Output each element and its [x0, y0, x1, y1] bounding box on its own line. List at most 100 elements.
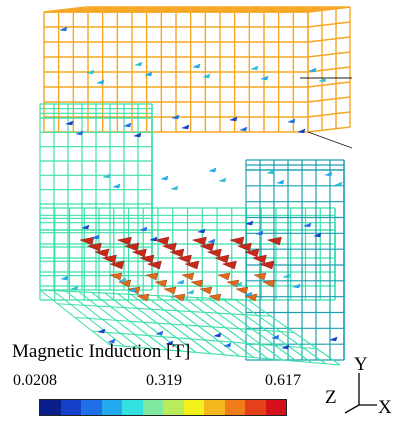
- mesh-line: [278, 6, 321, 13]
- mesh-line: [307, 6, 351, 13]
- mesh-line: [109, 344, 341, 366]
- flux-arrow-cool: [208, 167, 217, 173]
- flux-arrow-hot: [191, 236, 207, 246]
- flux-arrow-warm: [181, 272, 195, 281]
- flux-arrow-cool: [75, 130, 84, 136]
- mesh-line: [175, 6, 219, 13]
- flux-arrow-hot: [161, 242, 177, 252]
- x-axis-label: X: [378, 397, 392, 418]
- flux-arrow-warm: [208, 293, 222, 302]
- flux-arrow-hot: [251, 254, 267, 264]
- flux-vector-field: [59, 26, 343, 350]
- flux-arrow-cool: [266, 169, 275, 175]
- flux-arrow-cool: [65, 120, 74, 126]
- legend-tick-max: 0.617: [265, 372, 301, 389]
- mesh-line: [102, 6, 145, 13]
- flux-arrow-warm: [145, 272, 159, 281]
- flux-arrow-warm: [253, 272, 267, 281]
- mesh-line: [92, 330, 318, 350]
- flux-arrow-cool: [313, 232, 322, 238]
- flux-arrow-cool: [171, 114, 180, 120]
- mesh-line: [307, 111, 351, 118]
- mesh-line: [307, 81, 351, 88]
- flux-arrow-cool: [197, 228, 206, 234]
- colorbar-swatch: [183, 400, 204, 415]
- z-axis-label: Z: [325, 387, 337, 408]
- flux-arrow-cool: [118, 277, 127, 283]
- mesh-line: [161, 6, 204, 13]
- mesh-line: [117, 6, 160, 13]
- flux-arrow-cool: [181, 124, 190, 130]
- flux-arrow-cool: [297, 128, 306, 134]
- flux-arrow-cool: [329, 336, 338, 342]
- flux-arrow-hot: [236, 242, 252, 252]
- flux-arrow-cool: [218, 177, 227, 183]
- flux-arrow-cool: [282, 273, 291, 279]
- flux-arrow-cool: [144, 71, 153, 77]
- flux-arrow-cool: [139, 226, 148, 232]
- colorbar-swatch: [101, 400, 122, 415]
- flux-arrow-hot: [169, 248, 185, 258]
- flux-arrow-cool: [207, 238, 216, 244]
- mesh-line: [307, 51, 351, 58]
- flux-arrow-hot: [214, 254, 230, 264]
- flux-arrow-cool: [292, 283, 301, 289]
- mesh-line: [234, 6, 277, 13]
- flux-arrow-cool: [186, 289, 195, 295]
- armature-bar-mesh: [43, 6, 353, 149]
- flux-arrow-cool: [149, 236, 158, 242]
- flux-arrow-cool: [170, 185, 179, 191]
- mesh-line: [307, 36, 351, 43]
- colorbar-swatch: [142, 400, 163, 415]
- flux-arrow-warm: [109, 272, 123, 281]
- mesh-line: [205, 6, 248, 13]
- colorbar-swatch: [122, 400, 143, 415]
- flux-arrow-warm: [172, 293, 186, 302]
- mesh-line: [263, 6, 307, 13]
- flux-arrow-cool: [229, 116, 238, 122]
- flux-arrow-cool: [160, 175, 169, 181]
- flux-arrow-warm: [217, 272, 231, 281]
- colorbar-swatch: [81, 400, 102, 415]
- flux-arrow-hot: [221, 260, 237, 270]
- colorbar-swatch: [245, 400, 266, 415]
- flux-arrow-hot: [86, 242, 102, 252]
- y-axis-label: Y: [354, 354, 368, 375]
- flux-arrow-cool: [213, 332, 222, 338]
- flux-arrow-warm: [154, 279, 168, 288]
- flux-arrow-warm: [262, 279, 276, 288]
- flux-arrow-hot: [131, 248, 147, 258]
- mesh-line: [131, 6, 175, 13]
- flux-arrow-hot: [139, 254, 155, 264]
- flux-arrow-cool: [91, 234, 100, 240]
- flux-arrow-cool: [281, 344, 290, 350]
- flux-arrow-cool: [271, 334, 280, 340]
- flux-arrow-cool: [70, 285, 79, 291]
- flux-arrow-cool: [96, 79, 105, 85]
- flux-arrow-cool: [102, 173, 111, 179]
- flux-arrow-warm: [235, 286, 249, 295]
- flux-arrow-hot: [116, 236, 132, 246]
- flux-arrow-cool: [202, 73, 211, 79]
- legend-tick-mid: 0.319: [146, 372, 182, 389]
- mesh-line: [190, 6, 233, 13]
- mesh-line: [219, 6, 263, 13]
- flux-arrow-cool: [134, 61, 143, 67]
- flux-arrow-cool: [192, 63, 201, 69]
- flux-arrow-hot: [206, 248, 222, 258]
- flux-arrow-cool: [276, 179, 285, 185]
- flux-arrow-hot: [199, 242, 215, 252]
- flux-arrow-hot: [229, 236, 245, 246]
- mesh-line: [293, 6, 336, 13]
- flux-arrow-cool: [250, 65, 259, 71]
- flux-arrow-cool: [176, 279, 185, 285]
- mesh-line: [73, 6, 116, 13]
- mesh-line: [58, 6, 101, 13]
- flux-arrow-cool: [81, 224, 90, 230]
- flux-arrow-hot: [124, 242, 140, 252]
- mesh-line: [146, 6, 189, 13]
- flux-arrow-cool: [244, 291, 253, 297]
- flux-arrow-hot: [146, 260, 162, 270]
- legend-tick-min: 0.0208: [13, 372, 57, 389]
